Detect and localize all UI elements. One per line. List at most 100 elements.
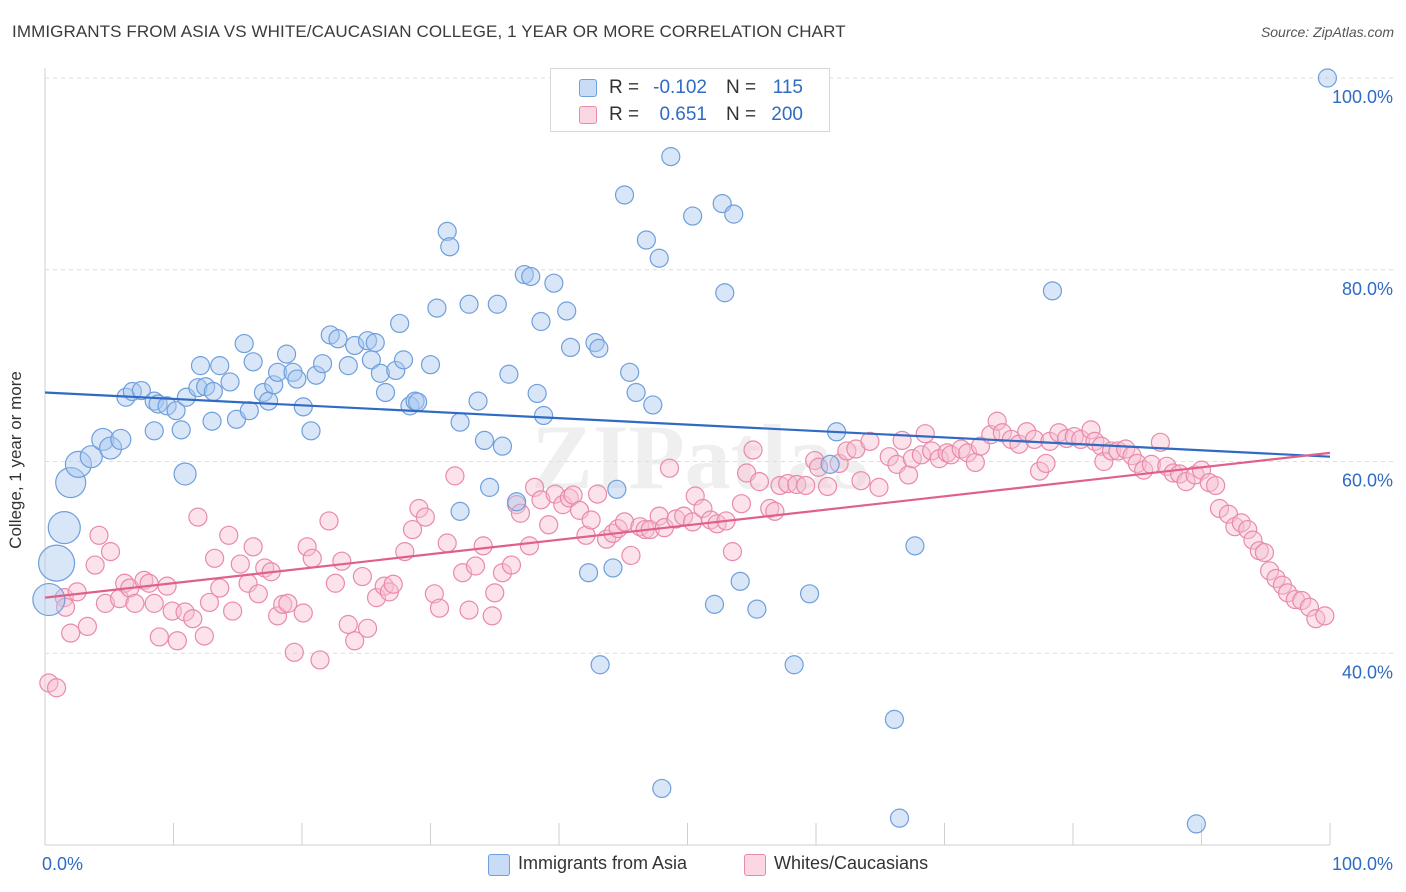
legend-n-label: N =: [726, 104, 757, 125]
immigrants-from-asia-point: [345, 335, 365, 356]
immigrants-from-asia-point: [589, 338, 609, 358]
whites-caucasians-point: [1206, 475, 1226, 496]
whites-caucasians-point: [383, 574, 403, 594]
immigrants-from-asia-point: [715, 283, 735, 303]
immigrants-from-asia-point: [889, 808, 910, 828]
whites-caucasians-point: [338, 614, 358, 635]
immigrants-from-asia-point: [1186, 814, 1206, 834]
whites-caucasians-point: [1049, 423, 1069, 443]
immigrants-from-asia-point: [171, 420, 191, 440]
whites-caucasians-point: [485, 583, 505, 603]
whites-caucasians-point: [61, 623, 81, 643]
immigrants-from-asia-point: [293, 397, 313, 417]
immigrants-from-asia-point: [328, 329, 348, 349]
x-tick-label: 100.0%: [1332, 854, 1393, 874]
immigrants-from-asia-point: [166, 401, 186, 421]
whites-caucasians-point: [284, 642, 304, 662]
whites-caucasians-point: [693, 498, 713, 519]
whites-caucasians-point: [345, 631, 365, 651]
immigrants-from-asia-point: [338, 356, 358, 376]
whites-caucasians-point: [666, 509, 686, 529]
immigrants-from-asia-point: [614, 185, 635, 205]
whites-caucasians-point: [319, 511, 339, 531]
whites-caucasians-point: [1238, 519, 1258, 540]
whites-caucasians-point: [352, 566, 372, 587]
whites-caucasians-point: [614, 512, 635, 532]
whites-caucasians-point: [219, 525, 239, 545]
immigrants-from-asia-point: [649, 248, 669, 268]
whites-caucasians-point: [929, 449, 949, 469]
immigrants-from-asia-point: [234, 333, 254, 354]
whites-caucasians-point: [230, 554, 250, 574]
immigrants-from-asia-point: [79, 445, 103, 469]
immigrants-from-asia-point: [450, 412, 470, 432]
legend-label-whites: Whites/Caucasians: [774, 853, 929, 873]
immigrants-from-asia-point: [64, 450, 93, 478]
immigrants-from-asia-point: [188, 378, 208, 398]
whites-caucasians-point: [621, 545, 641, 566]
whites-caucasians-point: [941, 445, 961, 465]
legend-swatch-whites: [579, 106, 597, 124]
y-tick-label: 60.0%: [1342, 471, 1393, 491]
immigrants-from-asia-point: [408, 392, 428, 412]
immigrants-from-asia-point: [386, 360, 406, 381]
immigrants-from-asia-point: [239, 401, 259, 421]
immigrants-from-asia-point: [531, 311, 551, 332]
whites-caucasians-point: [100, 542, 121, 562]
immigrants-from-asia-point: [560, 337, 581, 358]
chart-title: IMMIGRANTS FROM ASIA VS WHITE/CAUCASIAN …: [12, 22, 846, 41]
immigrants-from-asia-points: [32, 68, 1338, 834]
immigrants-from-asia-point: [375, 382, 396, 403]
y-tick-label: 40.0%: [1342, 662, 1393, 682]
immigrants-from-asia-point: [55, 466, 87, 499]
whites-caucasians-point: [437, 533, 457, 553]
immigrants-from-asia-point: [620, 362, 640, 382]
immigrants-from-asia-point: [747, 599, 767, 619]
immigrants-from-asia-point: [820, 454, 840, 474]
whites-caucasians-point: [1024, 429, 1045, 450]
whites-caucasians-point: [1094, 451, 1114, 472]
whites-caucasians-point: [194, 626, 214, 646]
legend-r-value: -0.102: [653, 77, 707, 98]
immigrants-from-asia-point: [661, 147, 681, 167]
immigrants-from-asia-point: [258, 391, 279, 411]
immigrants-from-asia-point: [306, 365, 326, 385]
whites-caucasians-point: [175, 602, 195, 622]
immigrants-from-asia-point: [643, 395, 663, 415]
whites-caucasians-point: [210, 578, 230, 598]
whites-caucasians-point: [765, 501, 785, 521]
immigrants-from-asia-point: [724, 204, 744, 224]
y-tick-labels: 40.0% 60.0% 80.0% 100.0%: [1332, 87, 1393, 682]
immigrants-from-asia-point: [521, 266, 541, 287]
whites-caucasians-point: [1029, 461, 1050, 481]
x-tick-label: 0.0%: [42, 854, 83, 874]
immigrants-from-asia-point: [420, 355, 441, 375]
whites-caucasians-point: [325, 573, 346, 593]
whites-caucasians-point: [965, 452, 985, 473]
immigrants-from-asia-point: [450, 501, 470, 521]
immigrants-from-asia-point: [264, 375, 284, 395]
immigrants-from-asia-point: [459, 294, 479, 314]
whites-caucasians-point: [911, 445, 931, 465]
legend-r-value: 0.651: [659, 104, 707, 125]
whites-caucasians-point: [1260, 561, 1280, 581]
whites-caucasians-point: [749, 472, 770, 492]
whites-caucasians-point: [278, 593, 298, 613]
legend-row-whites: R = 0.651 N = 200: [551, 102, 829, 128]
whites-caucasians-point: [915, 424, 935, 444]
immigrants-from-asia-point: [557, 301, 577, 321]
whites-caucasians-point: [332, 551, 352, 571]
immigrants-from-asia-point: [468, 391, 488, 411]
whites-caucasians-point: [1254, 542, 1275, 563]
whites-caucasians-point: [415, 507, 435, 527]
immigrants-from-asia-point: [799, 584, 820, 604]
whites-caucasians-point: [539, 515, 559, 535]
immigrants-from-asia-point: [480, 477, 500, 497]
immigrants-from-asia-point: [704, 594, 725, 614]
whites-caucasians-point: [473, 536, 493, 556]
immigrants-from-asia-point: [884, 709, 904, 730]
whites-caucasians-point: [531, 490, 551, 510]
whites-caucasians-point: [851, 471, 871, 491]
whites-caucasians-point: [524, 477, 545, 497]
